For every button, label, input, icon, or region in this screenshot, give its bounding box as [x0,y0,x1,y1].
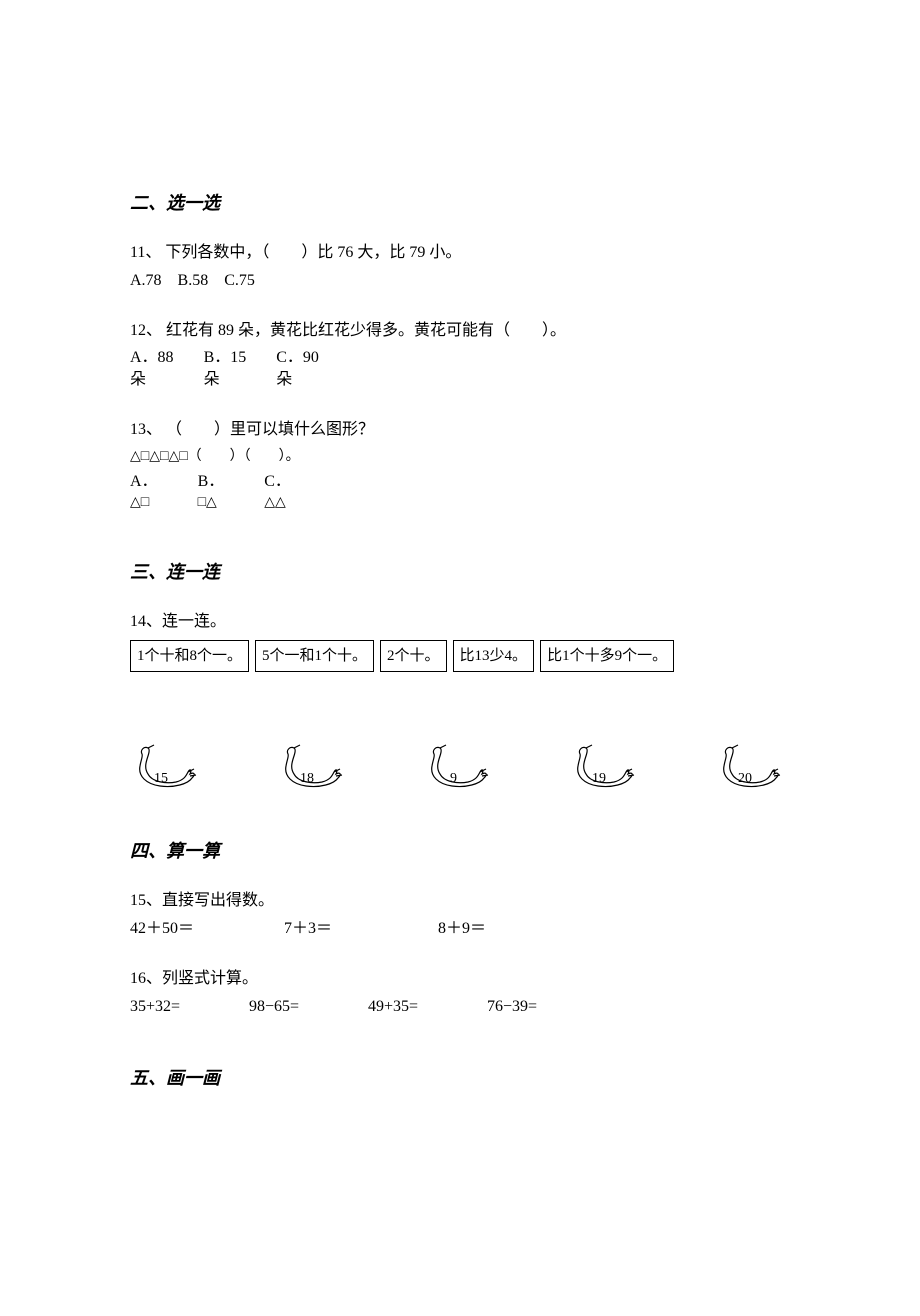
section-heading-3: 三、连一连 [130,559,790,586]
q12-optB-bot: 朵 [204,369,220,391]
q11-num: 11、 [130,244,161,261]
svg-text:18: 18 [300,771,314,786]
q15-expr-1: 7＋3＝ [284,917,434,941]
q11-options: A.78 B.58 C.75 [130,269,790,293]
q12-option-c: C．90 朵 [276,347,319,392]
question-13: 13、 （ ）里可以填什么图形？ △□△□△□（ ）（ ）。 A． △□ B． … [130,418,790,513]
q13-optC-bot: △△ [264,493,286,513]
section-heading-4: 四、算一算 [130,838,790,865]
q16-num: 16、 [130,970,162,987]
q15-expr-2: 8＋9＝ [438,917,588,941]
q12-optC-top: C．90 [276,347,319,369]
q14-box-3: 比13少4。 [453,640,535,673]
q13-pattern: △□△□△□（ ）（ ）。 [130,446,790,467]
q14-text: 连一连。 [162,613,226,630]
q15-text: 直接写出得数。 [162,892,274,909]
q13-option-a: A． △□ [130,471,158,513]
q15-num: 15、 [130,892,162,909]
svg-text:20: 20 [738,771,752,786]
question-16: 16、列竖式计算。 35+32= 98−65= 49+35= 76−39= [130,967,790,1019]
q14-box-1: 5个一和1个十。 [255,640,374,673]
q12-optA-bot: 朵 [130,369,146,391]
q13-optA-bot: △□ [130,493,149,513]
q13-optB-top: B． [198,471,225,493]
q13-optA-top: A． [130,471,158,493]
q16-expr-0: 35+32= [130,995,245,1019]
q16-expr-2: 49+35= [368,995,483,1019]
swan-icon: 20 [714,742,784,792]
q13-optC-top: C． [264,471,291,493]
question-14: 14、连一连。 1个十和8个一。 5个一和1个十。 2个十。 比13少4。 比1… [130,610,790,793]
q13-num: 13、 [130,421,162,438]
question-11: 11、 下列各数中，（ ）比 76 大，比 79 小。 A.78 B.58 C.… [130,241,790,293]
q12-option-a: A．88 朵 [130,347,174,392]
q12-optA-top: A．88 [130,347,174,369]
q14-box-0: 1个十和8个一。 [130,640,249,673]
q16-expr-3: 76−39= [487,995,602,1019]
section-heading-2: 二、选一选 [130,190,790,217]
q13-option-b: B． □△ [198,471,225,513]
swan-icon: 18 [276,742,346,792]
swan-icon: 19 [568,742,638,792]
svg-text:9: 9 [450,771,457,786]
swan-icon: 9 [422,742,492,792]
q12-optC-bot: 朵 [276,369,292,391]
q12-optB-top: B．15 [204,347,247,369]
section-heading-5: 五、画一画 [130,1065,790,1092]
q16-expr-1: 98−65= [249,995,364,1019]
swan-icon: 15 [130,742,200,792]
q12-option-b: B．15 朵 [204,347,247,392]
q14-num: 14、 [130,613,162,630]
q13-optB-bot: □△ [198,493,217,513]
q14-box-2: 2个十。 [380,640,447,673]
svg-text:19: 19 [592,771,606,786]
question-12: 12、 红花有 89 朵，黄花比红花少得多。黄花可能有（ ）。 A．88 朵 B… [130,319,790,392]
question-15: 15、直接写出得数。 42＋50＝ 7＋3＝ 8＋9＝ [130,889,790,941]
q12-text: 红花有 89 朵，黄花比红花少得多。黄花可能有（ ）。 [162,322,566,339]
q14-box-4: 比1个十多9个一。 [540,640,674,673]
q13-option-c: C． △△ [264,471,291,513]
q14-swans: 15 18 9 19 20 [130,742,790,792]
q11-text: 下列各数中，（ ）比 76 大，比 79 小。 [161,244,461,261]
q12-num: 12、 [130,322,162,339]
q13-text: （ ）里可以填什么图形？ [162,421,374,438]
q15-expr-0: 42＋50＝ [130,917,280,941]
q16-text: 列竖式计算。 [162,970,258,987]
svg-text:15: 15 [154,771,168,786]
q14-boxes: 1个十和8个一。 5个一和1个十。 2个十。 比13少4。 比1个十多9个一。 [130,640,790,673]
